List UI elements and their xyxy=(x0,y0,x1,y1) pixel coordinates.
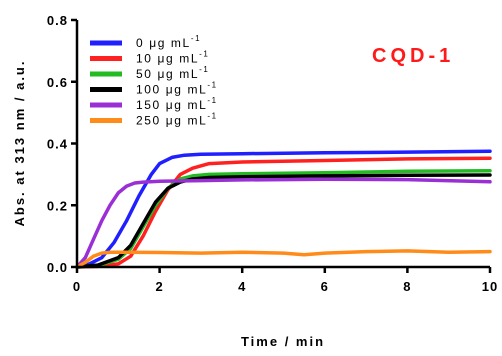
series-layer xyxy=(75,149,492,269)
legend-series-name: 150 xyxy=(136,98,161,112)
legend-unit-exponent: -1 xyxy=(207,112,217,121)
x-tick-label: 10 xyxy=(482,279,498,294)
x-tick-label: 2 xyxy=(155,279,163,294)
legend-unit-exponent: -1 xyxy=(199,50,209,59)
legend-entry: 150 μg mL-1 xyxy=(136,96,218,112)
legend-unit: μg mL xyxy=(161,98,208,112)
chart-annotation: CQD-1 xyxy=(372,45,454,67)
series-line-150 xyxy=(75,177,492,269)
legend-series-name: 100 xyxy=(136,83,161,97)
legend-entry: 0 μg mL-1 xyxy=(136,34,201,50)
series-line-250 xyxy=(75,249,492,269)
x-tick-label: 4 xyxy=(238,279,246,294)
x-tick-label: 6 xyxy=(321,279,329,294)
y-tick-label: 0.4 xyxy=(47,137,68,152)
legend-series-name: 250 xyxy=(136,114,161,128)
legend-unit: μg mL xyxy=(161,114,208,128)
y-tick-label: 0.0 xyxy=(47,260,68,275)
x-axis-label: Time / min xyxy=(241,334,325,349)
legend-series-name: 10 xyxy=(136,52,153,66)
legend-entry: 50 μg mL-1 xyxy=(136,65,209,81)
legend-unit-exponent: -1 xyxy=(207,81,217,90)
legend-series-name: 50 xyxy=(136,67,153,81)
x-tick-label: 0 xyxy=(73,279,81,294)
legend-unit-exponent: -1 xyxy=(199,65,209,74)
series-line-0 xyxy=(75,149,492,269)
legend-unit: μg mL xyxy=(153,67,200,81)
legend-entry: 100 μg mL-1 xyxy=(136,81,218,97)
legend-unit: μg mL xyxy=(144,36,191,50)
series-line-100 xyxy=(75,173,492,269)
x-tick-label: 8 xyxy=(403,279,411,294)
legend-unit: μg mL xyxy=(153,52,200,66)
y-tick-label: 0.6 xyxy=(47,75,68,90)
legend-unit-exponent: -1 xyxy=(207,96,217,105)
y-tick-label: 0.2 xyxy=(47,198,68,213)
legend-entry: 10 μg mL-1 xyxy=(136,50,209,66)
legend-unit: μg mL xyxy=(161,83,208,97)
legend-series-name: 0 xyxy=(136,36,144,50)
y-axis-label: Abs. at 313 nm / a.u. xyxy=(12,60,27,227)
y-tick-label: 0.8 xyxy=(47,13,68,28)
legend-unit-exponent: -1 xyxy=(191,34,201,43)
legend-entry: 250 μg mL-1 xyxy=(136,112,218,128)
ticks-layer: 0 2 4 6 8 10 0.0 0.2 0.4 0.6 0.8 xyxy=(47,13,498,294)
